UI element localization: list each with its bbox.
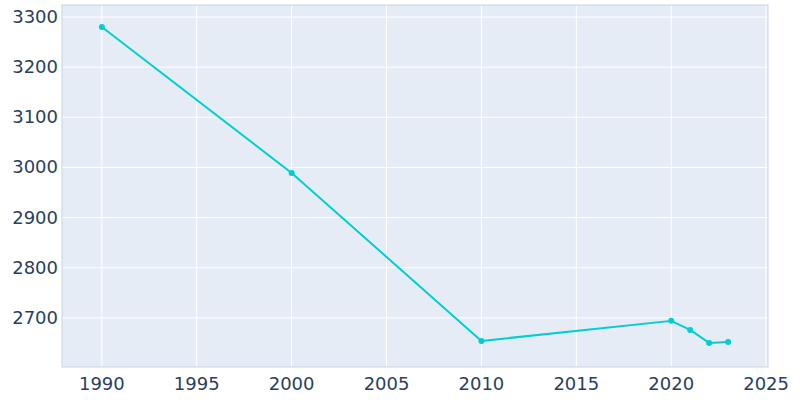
x-tick-label: 2005: [364, 373, 410, 394]
x-grid-line: [766, 5, 767, 367]
chart-container: 1990 1995 2000 2005 2010 2015 2020 2025 2700 2800…: [0, 0, 800, 400]
y-tick-label: 3200: [12, 56, 58, 77]
y-grid-line: [62, 17, 768, 18]
data-point: [706, 340, 712, 346]
plot-frame: [62, 5, 768, 367]
y-grid-line: [62, 267, 768, 268]
plot-background: [62, 5, 768, 367]
data-point: [478, 338, 484, 344]
x-grid-line: [481, 5, 482, 367]
data-point: [289, 170, 295, 176]
y-tick-label: 3100: [12, 106, 58, 127]
data-point: [687, 327, 693, 333]
data-point: [668, 318, 674, 324]
x-grid-line: [196, 5, 197, 367]
y-grid-line: [62, 67, 768, 68]
y-tick-label: 2900: [12, 207, 58, 228]
y-grid-line: [62, 117, 768, 118]
chart-svg: 1990 1995 2000 2005 2010 2015 2020 2025 2700 2800…: [0, 0, 800, 400]
y-tick-label: 3300: [12, 6, 58, 27]
x-grid-line: [576, 5, 577, 367]
x-tick-label: 2000: [269, 373, 315, 394]
x-tick-label: 2020: [648, 373, 694, 394]
y-tick-label: 2700: [12, 307, 58, 328]
y-tick-label: 3000: [12, 156, 58, 177]
x-tick-label: 1990: [79, 373, 125, 394]
x-tick-label: 2025: [743, 373, 789, 394]
y-grid-line: [62, 317, 768, 318]
x-tick-label: 1995: [174, 373, 220, 394]
data-point: [99, 24, 105, 30]
y-grid-line: [62, 167, 768, 168]
data-line: [102, 27, 728, 343]
x-grid-line: [386, 5, 387, 367]
x-tick-label: 2015: [553, 373, 599, 394]
x-grid-line: [101, 5, 102, 367]
y-tick-label: 2800: [12, 257, 58, 278]
x-grid-line: [671, 5, 672, 367]
x-grid-line: [291, 5, 292, 367]
x-tick-label: 2010: [459, 373, 505, 394]
data-group: [99, 24, 731, 346]
data-point: [725, 339, 731, 345]
y-grid-line: [62, 217, 768, 218]
